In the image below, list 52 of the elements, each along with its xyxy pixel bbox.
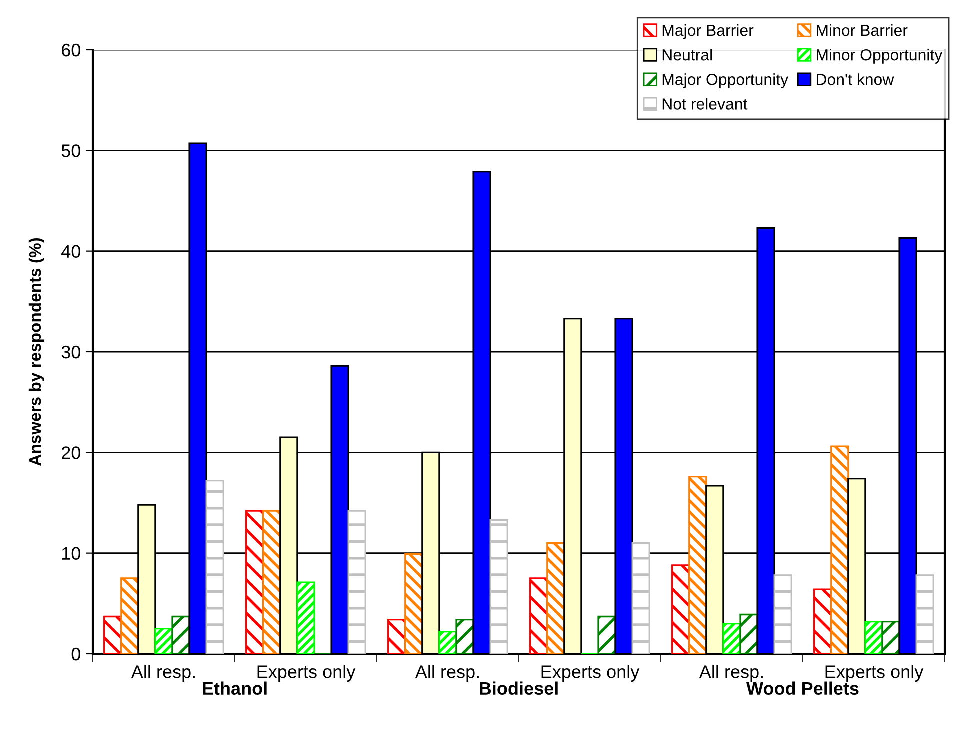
bar [672,564,690,654]
bar [438,631,458,654]
bar [154,628,174,654]
legend-label: Major Barrier [662,24,754,40]
bar [774,574,792,654]
bar [172,616,190,654]
bar [722,622,742,654]
bar [206,480,224,654]
bar [296,582,316,654]
y-axis-title: Answers by respondents (%) [28,238,44,466]
text: Wood Pellets [746,682,859,696]
legend-label: Minor Barrier [817,24,908,36]
y-tick-label: 40 [62,245,80,258]
text: Ethanol [203,682,267,696]
y-tick-label: 0 [72,648,80,661]
bar [916,574,934,654]
y-tick-label: 60 [62,44,80,57]
bar [598,616,616,654]
legend-label: Don't know [817,74,894,86]
bar [348,510,366,654]
bar [262,510,282,654]
bar [546,542,566,654]
bar [740,614,758,654]
bar [246,510,264,654]
x-tick-label: Experts only [258,665,356,682]
legend-label: Major Opportunity [662,74,789,88]
legend-label: Neutral [662,49,712,61]
bar [404,554,424,654]
bar [688,476,708,654]
bar [632,542,650,654]
x-tick-label: Experts only [826,665,924,682]
x-tick-label: All resp. [131,665,195,682]
bar [830,446,850,654]
legend-label: Not relevant [662,98,748,110]
text: Biodiesel [480,682,558,696]
x-tick-label: All resp. [699,665,763,682]
bar [882,620,900,654]
bar [120,578,140,654]
x-tick-label: Experts only [542,665,640,682]
bar [490,519,508,654]
bar [864,620,884,654]
x-tick-label: All resp. [415,665,479,682]
legend-label: Minor Opportunity [817,49,943,64]
bar [814,588,832,654]
bar [530,578,548,654]
y-tick-label: 30 [62,346,80,359]
bar [456,618,474,654]
bar [104,616,122,654]
y-tick-label: 50 [62,144,80,158]
bar [388,618,406,654]
y-tick-label: 10 [62,547,80,560]
y-tick-label: 20 [62,446,80,460]
